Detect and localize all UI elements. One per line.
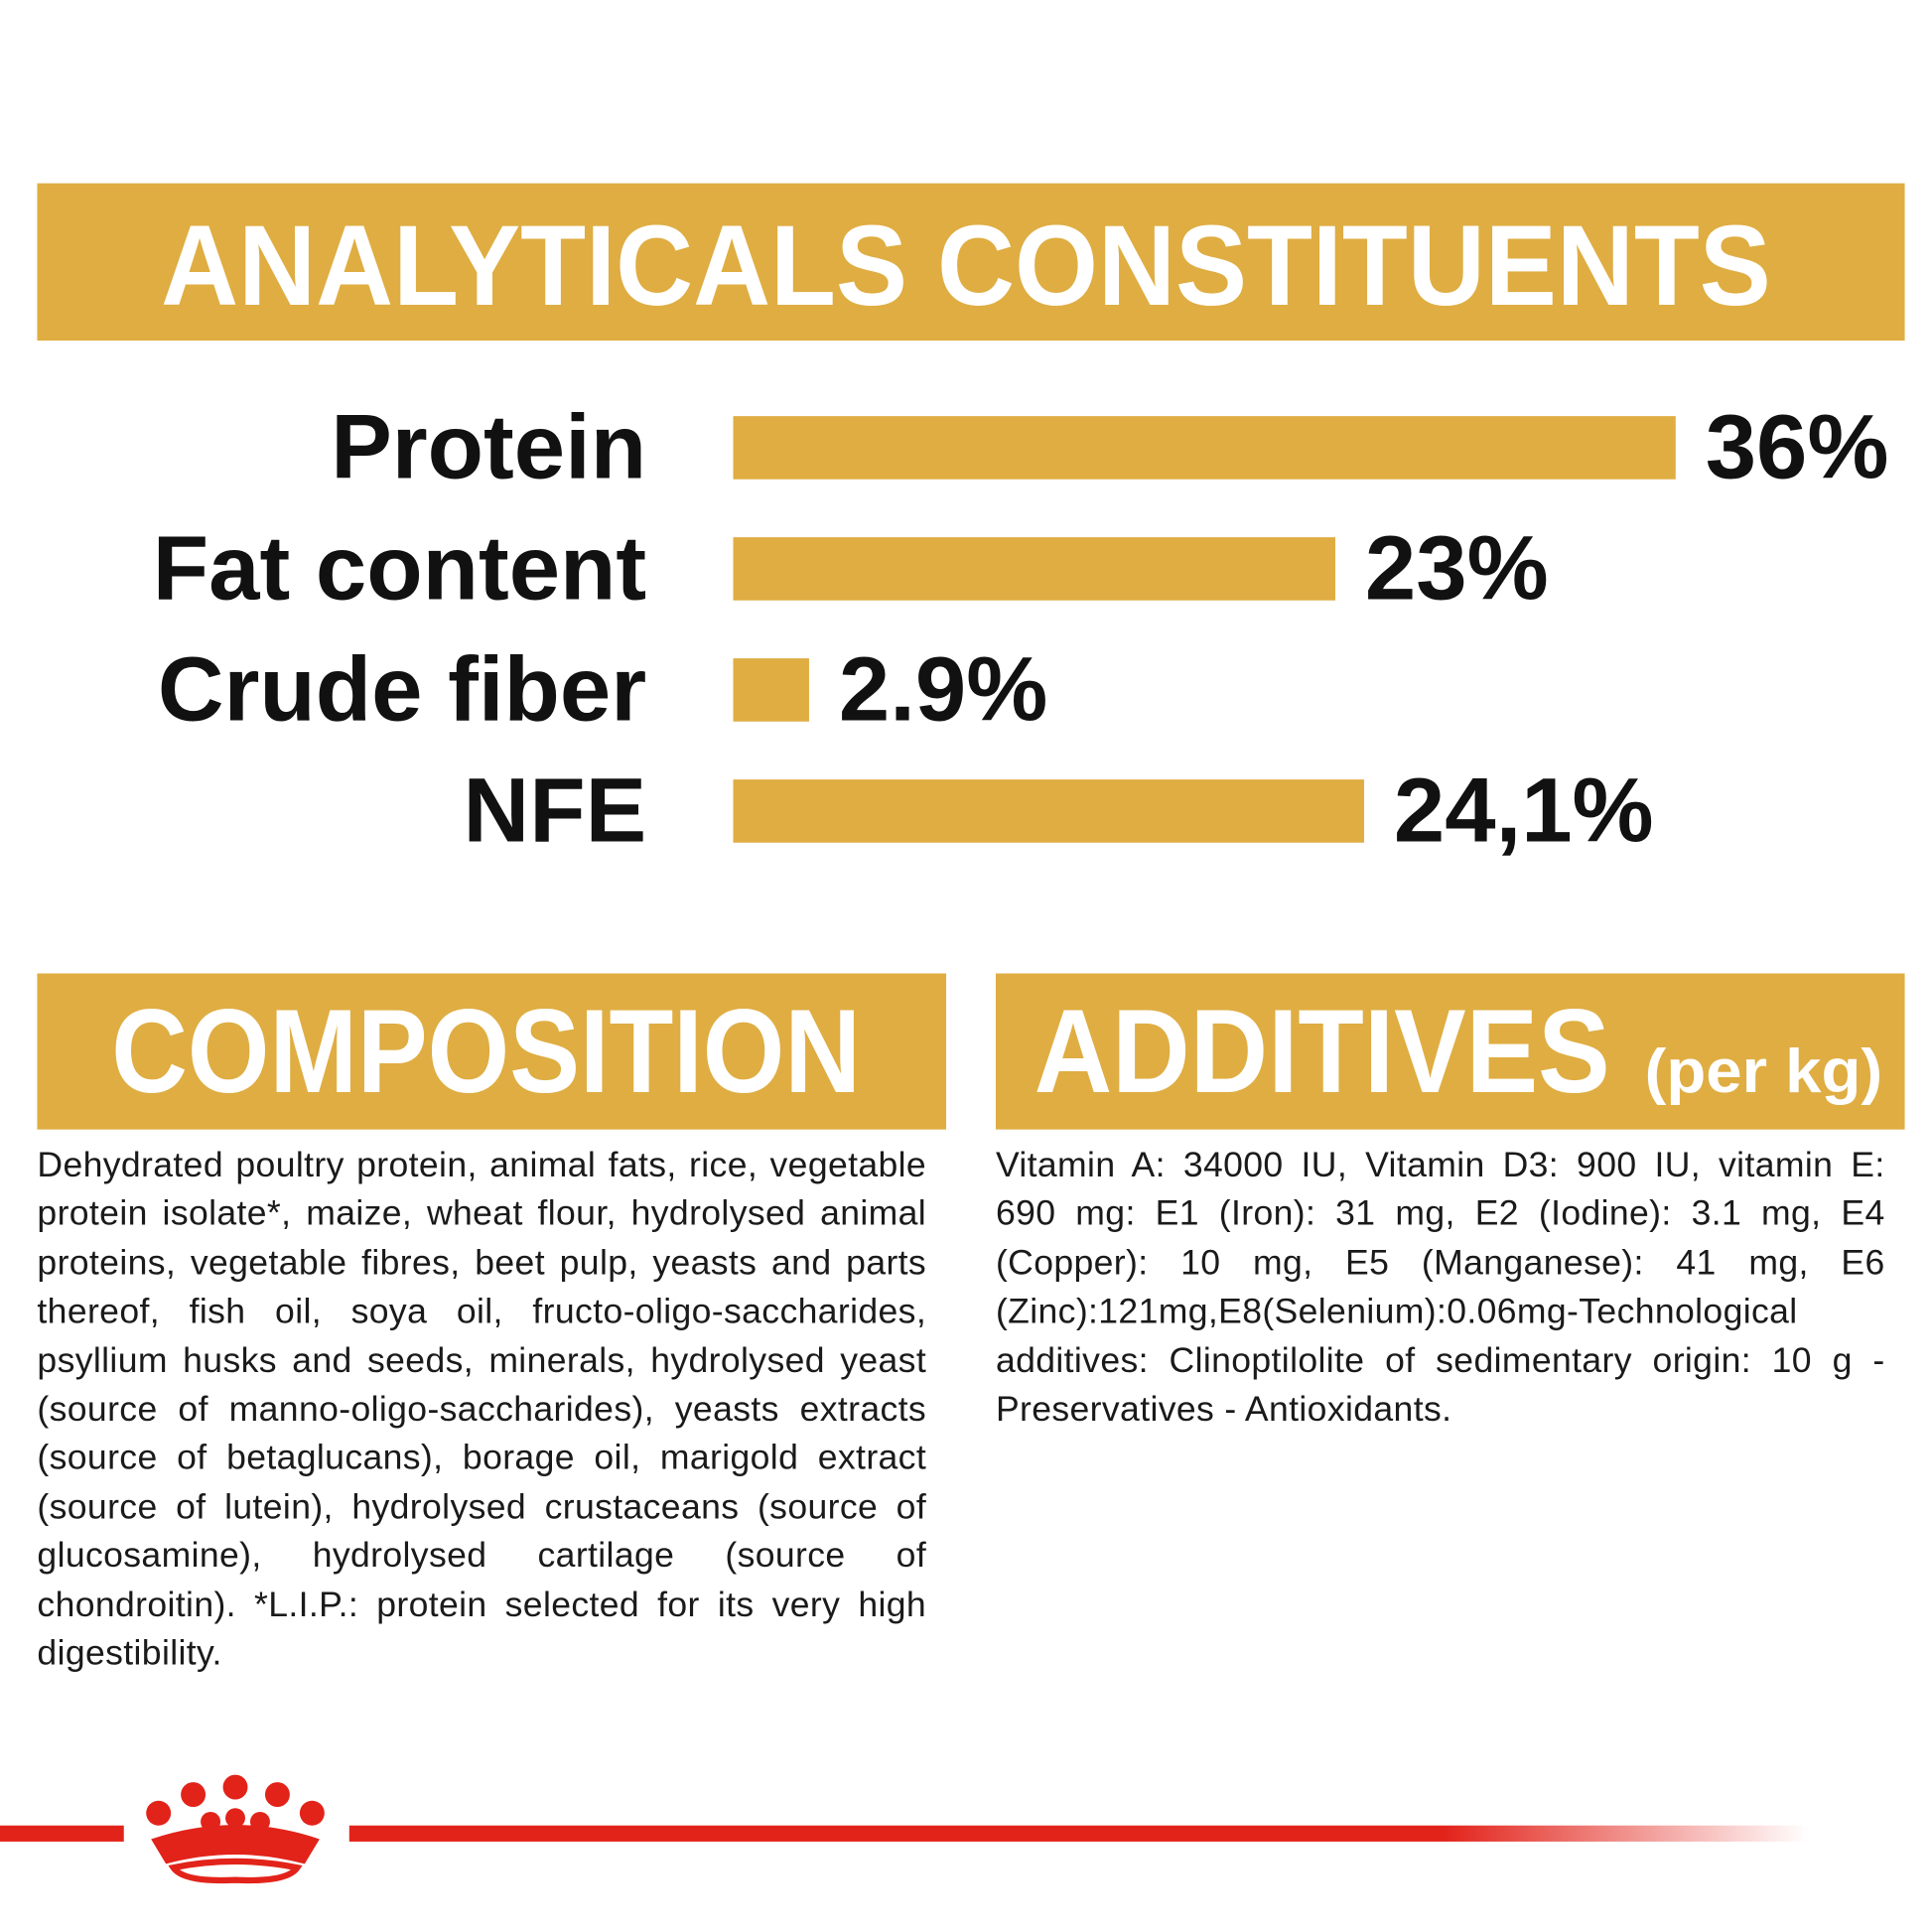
additives-banner <box>995 973 1905 1130</box>
bar <box>733 537 1335 601</box>
bar <box>733 416 1676 480</box>
red-line <box>0 1825 124 1842</box>
logo-strip <box>0 1774 1809 1884</box>
bar <box>733 658 809 722</box>
additives-subheading: (per kg) <box>1645 1037 1883 1106</box>
category-label: Crude fiber <box>158 637 646 741</box>
crown-logo <box>146 1774 325 1884</box>
composition-heading: COMPOSITION <box>111 986 861 1118</box>
composition-text: Dehydrated poultry protein, animal fats,… <box>37 1145 927 1674</box>
category-label: Fat content <box>153 516 646 620</box>
category-label: Protein <box>331 395 646 498</box>
composition-banner <box>37 973 947 1130</box>
additives-heading: ADDITIVES <box>1035 986 1610 1118</box>
title-banner <box>37 183 1905 342</box>
category-label: NFE <box>464 759 647 862</box>
additives-text: Vitamin A: 34000 IU, Vitamin D3: 900 IU,… <box>995 1145 1885 1430</box>
bar <box>733 779 1364 843</box>
chart-title: ANALYTICALS CONSTITUENTS <box>161 203 1771 330</box>
bar-value-label: 23% <box>1365 516 1549 620</box>
bar-value-label: 2.9% <box>839 637 1047 741</box>
bar-value-label: 24,1% <box>1394 759 1654 862</box>
red-line <box>348 1825 1809 1842</box>
bar-value-label: 36% <box>1706 395 1889 498</box>
